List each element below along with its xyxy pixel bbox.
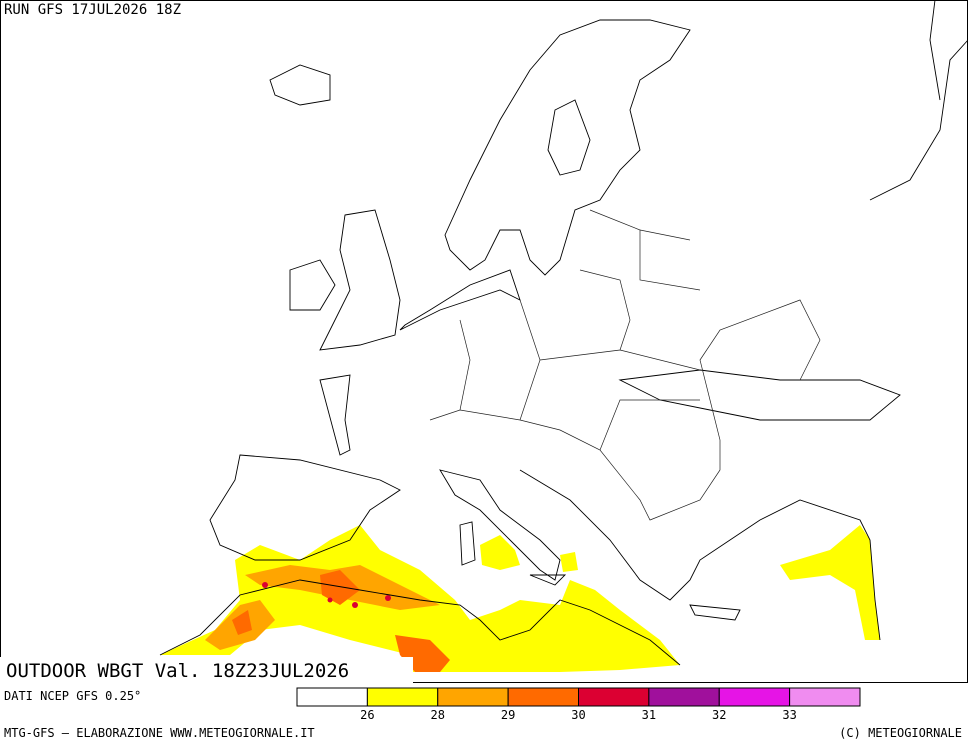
source-label: DATI NCEP GFS 0.25°	[4, 689, 141, 703]
legend-tick-label: 32	[712, 708, 726, 722]
legend-tick-label: 33	[782, 708, 796, 722]
run-label: RUN GFS 17JUL2026 18Z	[4, 2, 181, 18]
coastlines	[159, 0, 968, 666]
legend-tick-label: 28	[431, 708, 445, 722]
footer-credit: MTG-GFS — ELABORAZIONE WWW.METEOGIORNALE…	[4, 726, 315, 740]
legend-swatch	[718, 687, 791, 707]
legend-swatch	[507, 687, 579, 707]
legend-swatch	[296, 687, 368, 707]
legend-tick-label: 26	[360, 708, 374, 722]
map-title: OUTDOOR WBGT Val. 18Z23JUL2026	[6, 660, 349, 682]
map-frame	[0, 0, 968, 683]
legend-swatch	[437, 687, 509, 707]
color-legend: 26 28 29 30 31 32 33	[296, 687, 861, 722]
legend-tick-label: 31	[642, 708, 656, 722]
borders	[429, 209, 821, 521]
legend-swatch	[366, 687, 439, 707]
title-box	[0, 657, 413, 683]
legend-tick-label: 29	[501, 708, 515, 722]
footer-copyright: (C) METEOGIORNALE	[839, 726, 962, 740]
wbgt-areas	[160, 525, 880, 672]
legend-tick-label: 30	[571, 708, 585, 722]
legend-swatch	[789, 687, 861, 707]
legend-swatch	[578, 687, 650, 707]
legend-swatch	[648, 687, 720, 707]
